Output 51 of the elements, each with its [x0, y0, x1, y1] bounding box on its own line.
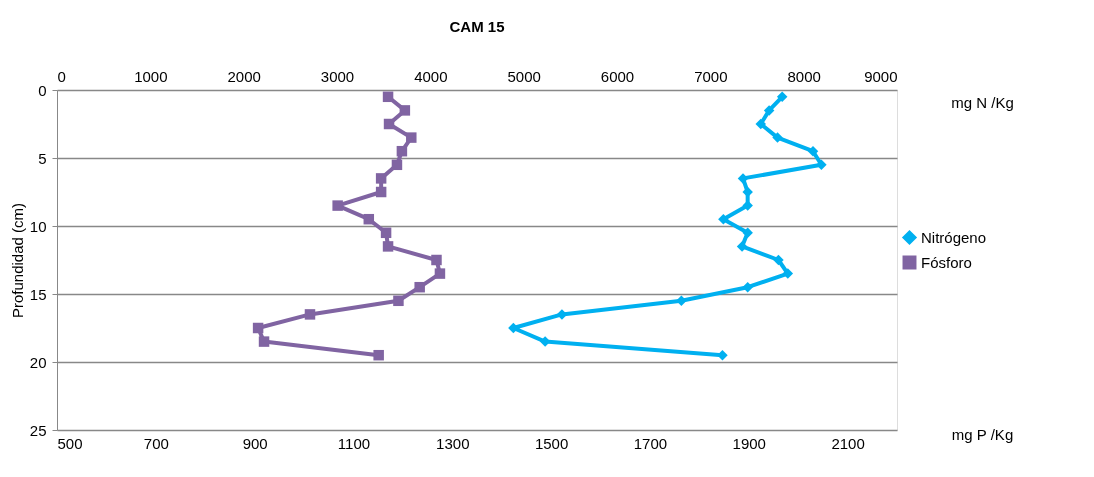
point	[382, 91, 394, 103]
x-tick-label: 900	[242, 434, 268, 452]
x2-tick-label: 1000	[134, 67, 168, 85]
point	[380, 227, 392, 239]
point	[252, 322, 264, 334]
x-tick-label: 1700	[633, 434, 668, 452]
point	[382, 241, 394, 252]
x2-tick-label: 2000	[227, 67, 261, 85]
x-tick-label: 1900	[732, 434, 766, 452]
point	[414, 281, 425, 293]
x-tick-label: 1500	[534, 434, 569, 452]
point	[396, 145, 408, 157]
x2-tick-label: 8000	[787, 67, 821, 85]
y-tick-label: 10	[29, 217, 47, 235]
x2-tick-label: 6000	[600, 67, 635, 85]
point	[391, 159, 403, 171]
point	[304, 309, 316, 320]
x-tick-label: 500	[57, 434, 83, 452]
y-tick-label: 5	[38, 149, 47, 167]
x2-tick-label: 4000	[414, 67, 448, 85]
point	[399, 105, 411, 116]
x-tick-label: 700	[143, 434, 169, 452]
x-tick-label: 2100	[831, 434, 865, 452]
point	[332, 200, 343, 211]
x-tick-label: 1100	[337, 434, 371, 452]
point	[406, 132, 417, 143]
point	[373, 349, 384, 361]
point	[375, 173, 387, 184]
legend-label: Fósforo	[921, 253, 972, 271]
x2-tick-label: 7000	[694, 67, 728, 85]
point	[431, 254, 442, 266]
x-tick-label: 1300	[436, 434, 470, 452]
y-tick-label: 0	[38, 81, 47, 99]
legend-label: Nitrógeno	[921, 228, 987, 246]
point	[363, 213, 375, 225]
x2-tick-label: 3000	[320, 67, 355, 85]
y-tick-label: 15	[29, 285, 47, 303]
x2-axis-title: mg N /Kg	[951, 93, 1014, 111]
x2-tick-label: 0	[57, 67, 66, 85]
chart-title: CAM 15	[449, 18, 505, 35]
x-axis-title: mg P /Kg	[951, 425, 1014, 443]
x2-tick-label: 9000	[864, 67, 898, 85]
y-tick-label: 25	[29, 421, 47, 439]
y-tick-label: 20	[29, 353, 47, 371]
x2-tick-label: 5000	[507, 67, 541, 85]
point	[393, 295, 404, 307]
point	[383, 118, 395, 130]
point	[375, 186, 387, 198]
point	[434, 268, 446, 279]
y-axis-title: Profundidad (cm)	[8, 202, 26, 319]
point	[258, 336, 270, 347]
